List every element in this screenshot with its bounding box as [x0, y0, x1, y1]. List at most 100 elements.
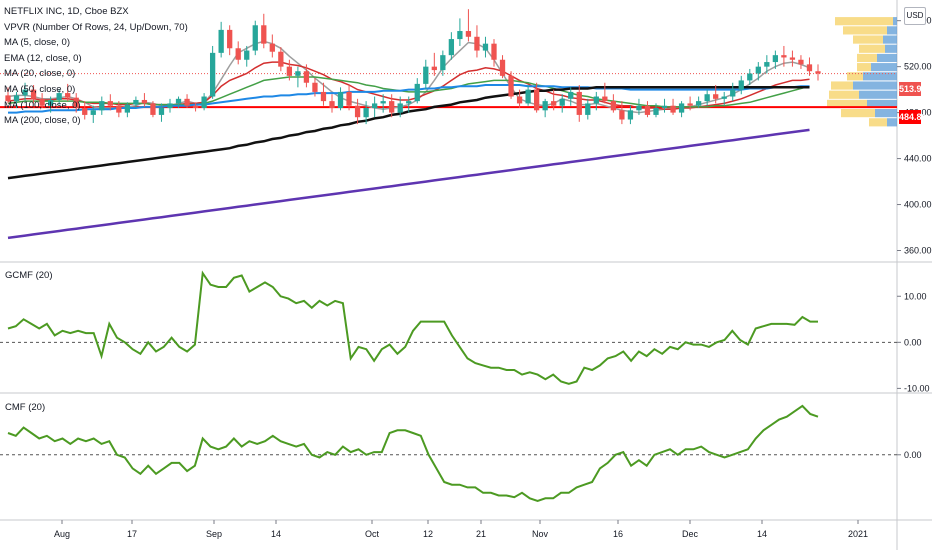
vpvr-down-bar	[831, 81, 853, 90]
candle-body	[99, 101, 105, 111]
gcmf-axis-label: 10.00	[904, 291, 927, 301]
candle-body	[627, 110, 634, 120]
candle-body	[738, 80, 744, 90]
vpvr-down-bar	[857, 53, 877, 63]
candle-body	[508, 75, 514, 97]
vpvr-up-bar	[871, 63, 897, 72]
candle-body	[252, 25, 258, 51]
candle-body	[261, 25, 267, 44]
candle-body	[704, 94, 710, 102]
vpvr-up-bar	[883, 35, 897, 44]
candle-body	[116, 105, 122, 113]
candle-body	[389, 101, 395, 113]
vpvr-up-bar	[887, 26, 897, 35]
candle-body	[499, 59, 506, 76]
candle-body	[670, 105, 676, 113]
ma20-line	[7, 76, 810, 108]
candle-body	[65, 93, 71, 98]
candle-body	[806, 64, 813, 72]
candle-body	[73, 97, 79, 109]
candle-body	[533, 89, 540, 111]
legend-ma100[interactable]: MA (100, close, 0)	[4, 99, 81, 111]
last-price-badge: 513.97	[899, 82, 927, 96]
time-axis-label: 16	[613, 529, 623, 539]
candle-body	[107, 101, 113, 106]
candle-body	[227, 29, 233, 49]
legend-ma50[interactable]: MA (50, close, 0)	[4, 83, 76, 95]
time-axis-label: Oct	[365, 529, 380, 539]
vpvr-up-bar	[853, 81, 897, 90]
candle-body	[695, 101, 702, 106]
vpvr-up-bar	[863, 72, 897, 81]
cmf-axis-label: 0.00	[904, 450, 922, 460]
vpvr-up-bar	[877, 53, 897, 63]
vpvr-down-bar	[857, 63, 871, 72]
gcmf-panel-label: GCMF (20)	[5, 270, 53, 281]
candle-body	[133, 99, 139, 105]
candle-body	[789, 57, 796, 60]
time-axis-label: 21	[476, 529, 486, 539]
vpvr-down-bar	[847, 72, 863, 81]
legend-ma20[interactable]: MA (20, close, 0)	[4, 68, 76, 80]
legend-ema12[interactable]: EMA (12, close, 0)	[4, 52, 82, 64]
candle-body	[150, 103, 156, 115]
candle-body	[184, 98, 190, 106]
candle-body	[653, 108, 659, 115]
cmf-panel-label: CMF (20)	[5, 402, 46, 413]
price-tick-label: 400.00	[904, 200, 932, 210]
candle-body	[730, 89, 736, 97]
candle-body	[576, 91, 582, 115]
candle-body	[39, 98, 45, 106]
candle-body	[644, 105, 651, 115]
legend-ma5[interactable]: MA (5, close, 0)	[4, 37, 70, 49]
legend-vpvr[interactable]: VPVR (Number Of Rows, 24, Up/Down, 70)	[4, 21, 188, 33]
time-axis-label: 14	[757, 529, 767, 539]
vpvr-down-bar	[869, 118, 887, 127]
candle-body	[295, 71, 301, 76]
candle-body	[192, 105, 199, 109]
candle-body	[363, 108, 369, 118]
candle-body	[209, 52, 216, 97]
candle-body	[269, 43, 275, 52]
cmf-line	[7, 404, 819, 503]
candle-body	[764, 62, 770, 67]
candle-body	[414, 83, 420, 102]
legend-title: NETFLIX INC, 1D, Cboe BZX	[4, 6, 129, 17]
candle-body	[721, 96, 727, 99]
candle-body	[772, 55, 779, 63]
currency-button[interactable]: USD	[904, 7, 926, 25]
candle-body	[90, 110, 96, 115]
legend-ma200[interactable]: MA (200, close, 0)	[4, 115, 81, 127]
level-price-badge: 484.81	[899, 110, 927, 124]
ma200-line	[7, 128, 810, 240]
candle-body	[5, 95, 11, 102]
candle-body	[303, 71, 310, 83]
candle-body	[346, 91, 352, 106]
price-tick-label: 440.00	[904, 154, 932, 164]
candle-body	[516, 96, 523, 104]
vpvr-down-bar	[843, 26, 887, 35]
time-axis-label: Dec	[682, 529, 699, 539]
gcmf-line	[7, 270, 818, 385]
candle-body	[482, 43, 489, 51]
vpvr-down-bar	[853, 35, 883, 44]
candle-body	[423, 66, 429, 84]
candle-body	[678, 103, 685, 113]
candle-body	[30, 89, 37, 99]
candle-body	[457, 31, 463, 40]
vpvr-down-bar	[827, 99, 867, 109]
vpvr-up-bar	[885, 44, 897, 53]
candle-body	[406, 101, 412, 104]
time-axis-label: 12	[423, 529, 433, 539]
legend: NETFLIX INC, 1D, Cboe BZX VPVR (Number O…	[4, 4, 188, 129]
candle-body	[354, 105, 361, 118]
candle-body	[371, 103, 378, 109]
vpvr-up-bar	[887, 118, 897, 127]
candle-body	[158, 108, 165, 115]
vpvr-up-bar	[893, 17, 897, 26]
price-tick-label: 360.00	[904, 246, 932, 256]
candle-body	[798, 59, 804, 65]
candle-body	[593, 96, 599, 104]
candle-body	[610, 101, 617, 111]
vpvr-up-bar	[875, 109, 897, 118]
